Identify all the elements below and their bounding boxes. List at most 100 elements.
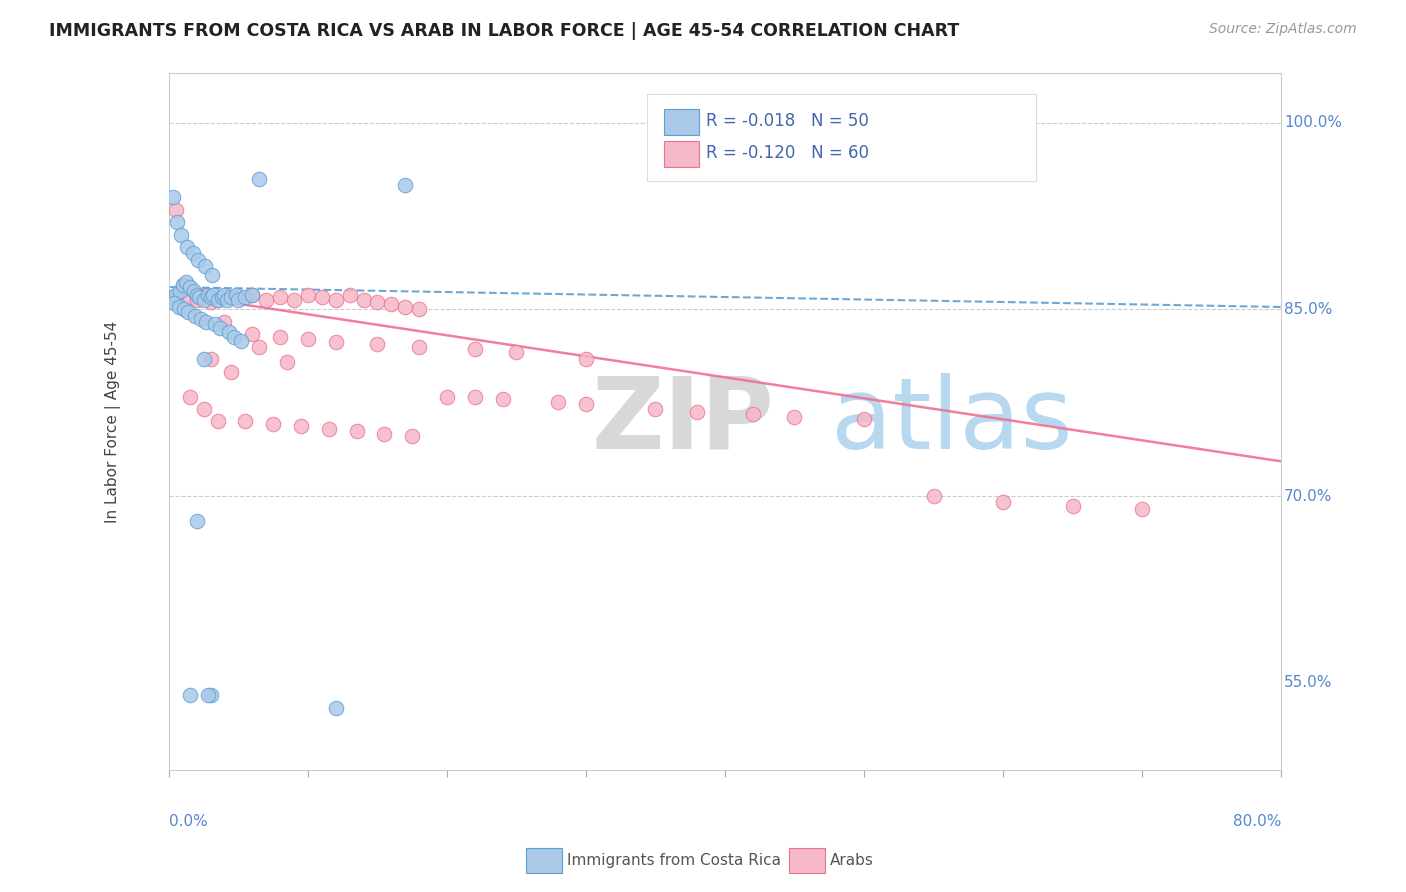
Point — [221, 365, 243, 379]
Point — [200, 689, 222, 703]
Point — [380, 297, 402, 311]
Point — [240, 327, 263, 342]
Point — [353, 293, 375, 307]
Point — [575, 397, 598, 411]
Point — [346, 425, 368, 439]
Point — [176, 240, 198, 254]
Text: 80.0%: 80.0% — [1233, 814, 1281, 829]
Point — [207, 415, 229, 429]
Point — [297, 287, 319, 301]
Text: Source: ZipAtlas.com: Source: ZipAtlas.com — [1209, 22, 1357, 37]
Point — [200, 290, 222, 304]
Point — [325, 334, 347, 349]
Point — [464, 390, 486, 404]
Point — [1062, 499, 1084, 513]
Point — [247, 340, 270, 354]
Point — [179, 280, 201, 294]
Point — [195, 315, 218, 329]
Point — [228, 293, 250, 307]
Point — [318, 422, 340, 436]
Point — [186, 287, 208, 301]
Point — [214, 290, 236, 304]
Point — [401, 429, 423, 443]
Point — [231, 334, 253, 348]
Point — [207, 293, 229, 307]
Point — [991, 495, 1014, 509]
Point — [160, 290, 183, 304]
Point — [686, 404, 709, 418]
Text: 100.0%: 100.0% — [1284, 115, 1341, 130]
Point — [325, 293, 347, 307]
Text: R = -0.120   N = 60: R = -0.120 N = 60 — [706, 145, 869, 162]
Text: IMMIGRANTS FROM COSTA RICA VS ARAB IN LABOR FORCE | AGE 45-54 CORRELATION CHART: IMMIGRANTS FROM COSTA RICA VS ARAB IN LA… — [49, 22, 959, 40]
Point — [165, 202, 187, 217]
Point — [366, 295, 388, 310]
Text: 70.0%: 70.0% — [1284, 489, 1333, 504]
Point — [233, 415, 256, 429]
Point — [170, 227, 193, 242]
Point — [644, 402, 666, 417]
Point — [193, 293, 215, 307]
Point — [184, 309, 207, 323]
Text: R = -0.018   N = 50: R = -0.018 N = 50 — [706, 112, 869, 130]
Point — [276, 355, 298, 369]
Point — [187, 252, 209, 267]
Point — [491, 392, 513, 406]
Text: Immigrants from Costa Rica: Immigrants from Costa Rica — [567, 854, 780, 868]
Point — [193, 287, 215, 301]
Point — [436, 390, 458, 404]
Point — [225, 287, 247, 301]
Point — [172, 277, 194, 292]
Point — [290, 419, 312, 434]
Point — [373, 426, 395, 441]
Point — [197, 689, 219, 703]
Point — [214, 315, 236, 329]
FancyBboxPatch shape — [664, 109, 699, 135]
Point — [162, 190, 184, 204]
Point — [853, 412, 876, 426]
Point — [297, 332, 319, 346]
FancyBboxPatch shape — [647, 94, 1036, 181]
Point — [224, 330, 246, 344]
Point — [505, 344, 527, 359]
Point — [547, 394, 569, 409]
Point — [181, 246, 204, 260]
Point — [172, 277, 194, 292]
Point — [201, 268, 224, 282]
Point — [741, 407, 763, 421]
Point — [325, 700, 347, 714]
Point — [204, 318, 226, 332]
Point — [233, 290, 256, 304]
Point — [262, 417, 284, 431]
Point — [408, 302, 430, 317]
Point — [209, 321, 232, 335]
Point — [167, 300, 190, 314]
Text: 85.0%: 85.0% — [1284, 302, 1333, 317]
Point — [193, 352, 215, 367]
Point — [177, 305, 200, 319]
Point — [240, 287, 263, 301]
Point — [179, 689, 201, 703]
Point — [247, 171, 270, 186]
Point — [575, 352, 598, 367]
Point — [186, 514, 208, 528]
Point — [193, 402, 215, 417]
Point — [188, 290, 211, 304]
Text: ZIP: ZIP — [592, 373, 775, 470]
Point — [202, 287, 225, 301]
Point — [922, 489, 945, 503]
Point — [211, 290, 233, 304]
Point — [394, 300, 416, 314]
Point — [240, 287, 263, 301]
Point — [200, 295, 222, 310]
Point — [194, 259, 217, 273]
Point — [197, 287, 219, 301]
Point — [283, 293, 305, 307]
Point — [190, 312, 212, 326]
Text: Arabs: Arabs — [830, 854, 873, 868]
Point — [311, 290, 333, 304]
Point — [163, 296, 186, 310]
Point — [366, 337, 388, 351]
Point — [174, 275, 197, 289]
Point — [183, 284, 205, 298]
